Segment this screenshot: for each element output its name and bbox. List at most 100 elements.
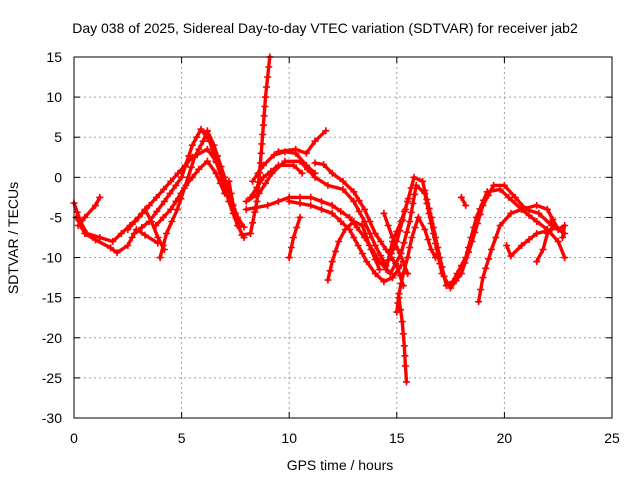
plus-marker (247, 230, 254, 237)
plus-marker (166, 189, 174, 197)
series-track-02 (72, 213, 162, 257)
plus-marker (533, 258, 541, 266)
plus-marker (311, 137, 319, 145)
plus-marker (412, 181, 420, 189)
plus-marker (457, 193, 465, 201)
plus-marker (380, 209, 388, 217)
plus-marker (96, 234, 104, 241)
y-tick-label: 15 (46, 49, 62, 65)
series-track-03 (74, 193, 104, 229)
plus-marker (203, 145, 211, 153)
plus-marker (320, 161, 328, 168)
y-tick-label: -20 (42, 330, 62, 346)
plus-marker (358, 222, 366, 229)
plus-marker (296, 199, 304, 207)
plus-marker (203, 127, 211, 135)
plus-marker (377, 252, 385, 260)
plus-marker (293, 224, 301, 231)
plus-marker (482, 264, 490, 272)
plus-marker (274, 161, 282, 169)
plus-marker (496, 222, 504, 229)
series-track-08 (225, 177, 242, 221)
plus-marker (366, 218, 374, 225)
plus-marker (296, 213, 304, 221)
plus-marker (393, 308, 401, 316)
plus-marker (287, 244, 295, 251)
plus-marker (525, 211, 533, 219)
plus-marker (124, 242, 132, 249)
plus-marker (234, 222, 242, 229)
x-tick-label: 15 (389, 430, 405, 446)
plus-marker (411, 224, 419, 231)
plus-marker (427, 220, 435, 227)
series-line (326, 219, 382, 282)
plus-marker (259, 173, 267, 181)
plus-marker (141, 231, 149, 239)
y-tick-label: 0 (54, 169, 62, 185)
plus-marker (484, 191, 492, 199)
plus-marker (173, 205, 181, 213)
plus-marker (160, 197, 168, 205)
plus-marker (358, 250, 366, 257)
plus-marker (389, 234, 396, 241)
plus-marker (254, 169, 262, 177)
plus-marker (74, 222, 82, 229)
plus-marker (138, 209, 146, 217)
plus-marker (318, 197, 325, 205)
plus-marker (337, 207, 345, 215)
plus-marker (154, 239, 162, 247)
plus-marker (490, 181, 498, 189)
plus-marker (411, 190, 419, 198)
plus-marker (399, 258, 407, 266)
plus-marker (188, 141, 196, 149)
plus-marker (477, 286, 485, 294)
plus-marker (384, 222, 392, 229)
plus-marker (533, 201, 541, 209)
plus-marker (361, 205, 368, 213)
plus-marker (386, 270, 394, 278)
y-axis-label: SDTVAR / TECUs (5, 182, 21, 294)
series-track-11 (247, 161, 306, 201)
series-line (244, 159, 567, 288)
plus-marker (355, 197, 363, 205)
chart-title: Day 038 of 2025, Sidereal Day-to-day VTE… (72, 20, 578, 36)
plus-marker (181, 161, 189, 169)
plus-marker (199, 137, 207, 145)
plus-marker (421, 226, 429, 233)
plus-marker (400, 342, 408, 350)
plus-marker (395, 294, 403, 302)
plus-marker (355, 207, 363, 215)
plus-marker (156, 254, 164, 262)
series-track-17 (324, 218, 384, 284)
plus-marker (399, 330, 407, 338)
plus-marker (401, 352, 409, 360)
plus-marker (462, 201, 470, 209)
plus-marker (326, 267, 334, 275)
plus-marker (533, 218, 541, 225)
plus-marker (479, 201, 487, 209)
y-tick-label: -15 (42, 290, 62, 306)
plus-marker (145, 218, 153, 225)
x-tick-labels: 0 5 10 15 20 25 (70, 430, 620, 446)
plus-marker (298, 169, 306, 177)
plus-marker (400, 239, 408, 247)
y-tick-label: 10 (46, 89, 62, 105)
plus-marker (178, 173, 186, 181)
plus-marker (285, 254, 293, 262)
plus-marker (397, 218, 405, 225)
y-tick-label: -10 (42, 250, 62, 266)
plus-marker (414, 213, 422, 221)
plus-marker (535, 209, 543, 217)
plus-marker (195, 145, 203, 153)
series-line (535, 223, 556, 264)
plus-marker (285, 197, 293, 205)
plus-marker (434, 250, 442, 257)
plus-marker (92, 236, 99, 244)
plus-marker (255, 189, 263, 197)
plus-marker (533, 230, 541, 237)
plus-marker (382, 266, 390, 274)
plus-marker (242, 205, 250, 213)
plus-marker (471, 229, 479, 236)
y-tick-label: -5 (50, 209, 63, 225)
